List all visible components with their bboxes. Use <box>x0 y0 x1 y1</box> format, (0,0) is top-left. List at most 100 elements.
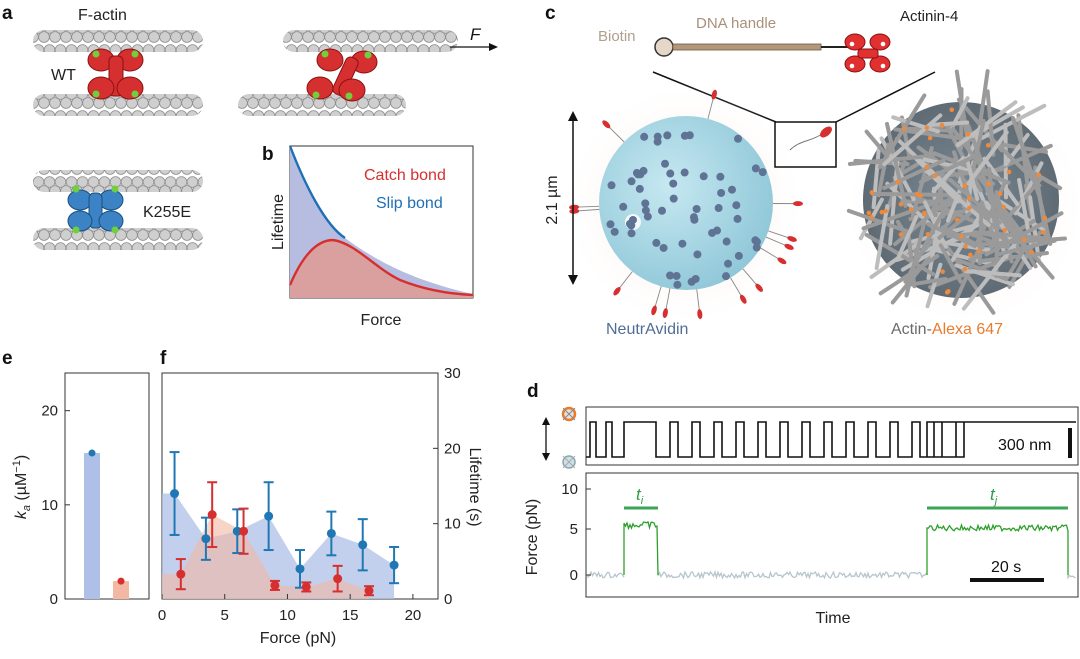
alexa-dot <box>1001 205 1006 210</box>
neutravidin-dot <box>619 203 627 211</box>
alexa-dot <box>967 206 972 211</box>
biotin-icon <box>655 38 673 56</box>
lifetime-point <box>176 570 185 579</box>
alexa-dot <box>1007 170 1012 175</box>
alexa-dot <box>966 132 971 137</box>
neutravidin-dot <box>661 160 669 168</box>
neutravidin-dot <box>628 177 636 185</box>
actinin4-label: Actinin-4 <box>900 8 958 25</box>
neutravidin-dot <box>608 181 616 189</box>
force-tick-5: 5 <box>570 521 578 538</box>
neutravidin-dot <box>681 169 689 177</box>
force-pn-axis-label: Force (pN) <box>260 630 336 647</box>
wt-label: WT <box>51 67 76 84</box>
neutravidin-dot <box>759 168 767 176</box>
neutravidin-dot <box>734 135 742 143</box>
bead-size-label: 2.1 µm <box>544 175 561 224</box>
alexa-dot <box>869 215 874 220</box>
alexa-dot <box>955 218 960 223</box>
neutravidin-dot <box>728 186 736 194</box>
panel-f-plot <box>162 452 399 599</box>
lifetime-tick-label: 0 <box>444 591 452 608</box>
force-tick-10: 10 <box>561 481 578 498</box>
force-tick-label: 20 <box>405 607 422 624</box>
alexa-dot <box>940 269 945 274</box>
neutravidin-dot <box>734 215 742 223</box>
lifetime-point <box>201 534 210 543</box>
neutravidin-dot <box>700 172 708 180</box>
lifetime-point <box>296 564 305 573</box>
panel-b: b Catch bond Slip bond Lifetime Force <box>262 144 473 329</box>
alexa-dot <box>1036 173 1041 178</box>
neutravidin-dot <box>673 281 681 289</box>
force-trace-bound-1 <box>624 522 658 575</box>
ti-subscript: i <box>641 495 644 507</box>
neutravidin-dot <box>722 272 730 280</box>
lifetime-point <box>327 529 336 538</box>
ka-tick-label: 10 <box>41 497 58 514</box>
actin-filament <box>980 206 982 263</box>
actin-filament <box>931 122 967 124</box>
scale-s-label: 20 s <box>991 559 1021 576</box>
neutravidin-dot <box>693 205 701 213</box>
neutravidin-dot <box>629 216 637 224</box>
alexa-dot <box>1002 228 1007 233</box>
neutravidin-dot <box>660 244 668 252</box>
panel-e-frame <box>65 373 149 599</box>
neutravidin-dot <box>681 132 689 140</box>
lifetime-point <box>170 489 179 498</box>
alexa-dot <box>986 181 991 186</box>
alexa-dot <box>1041 230 1046 235</box>
ka-bar <box>84 453 100 599</box>
neutravidin-dot <box>606 220 614 228</box>
factin-label: F-actin <box>78 7 127 24</box>
neutravidin-dot <box>690 213 698 221</box>
panel-label-d: d <box>527 381 539 402</box>
ka-point <box>89 450 96 457</box>
ka-tick-label: 0 <box>50 591 58 608</box>
lifetime-point <box>264 512 273 521</box>
actin-label-text: Actin- <box>891 321 932 338</box>
lifetime-point <box>358 540 367 549</box>
neutravidin-dot <box>715 204 723 212</box>
panel-d: d 300 nm ti tj 20 s 10 5 0 Force (pN) Ti… <box>524 381 1078 627</box>
position-arrow-top-icon <box>542 417 550 425</box>
actin-filament-top-force <box>283 30 458 52</box>
force-tick-label: 10 <box>279 607 296 624</box>
alexa-dot <box>963 267 968 272</box>
alexa-dot <box>899 202 904 207</box>
neutravidin-dot <box>670 195 678 203</box>
lifetime-point <box>208 510 217 519</box>
lifetime-point <box>390 561 399 570</box>
panel-e-bars <box>84 450 129 599</box>
biotin-label: Biotin <box>598 28 636 45</box>
alexa-dot <box>967 196 972 201</box>
dna-handle-icon <box>673 44 821 50</box>
alexa-dot <box>918 193 923 198</box>
alexa-dot <box>870 190 875 195</box>
neutravidin-dot <box>724 260 732 268</box>
alexa-dot <box>896 180 901 185</box>
panel-label-e: e <box>2 348 13 369</box>
alexa-dot <box>959 234 964 239</box>
neutravidin-dot <box>678 240 686 248</box>
neutravidin-dot <box>693 250 701 258</box>
alexa-dot <box>963 183 968 188</box>
lifetime-point <box>239 527 248 536</box>
ka-close: ) <box>13 455 30 460</box>
ka-exponent: −1 <box>11 460 23 473</box>
lifetime-point <box>333 574 342 583</box>
panel-label-a: a <box>2 3 13 24</box>
ka-unit: (µM <box>13 473 30 505</box>
neutravidin-dot <box>628 229 636 237</box>
alexa-dot <box>963 244 968 249</box>
neutravidin-dot <box>654 133 662 141</box>
alexa-dot <box>986 143 991 148</box>
actin-label: Actin-Alexa 647 <box>891 321 1003 338</box>
force-axis-label: Force <box>361 312 402 329</box>
lifetime-s-axis-label: Lifetime (s) <box>466 447 483 526</box>
alexa-label-text: Alexa 647 <box>932 321 1003 338</box>
